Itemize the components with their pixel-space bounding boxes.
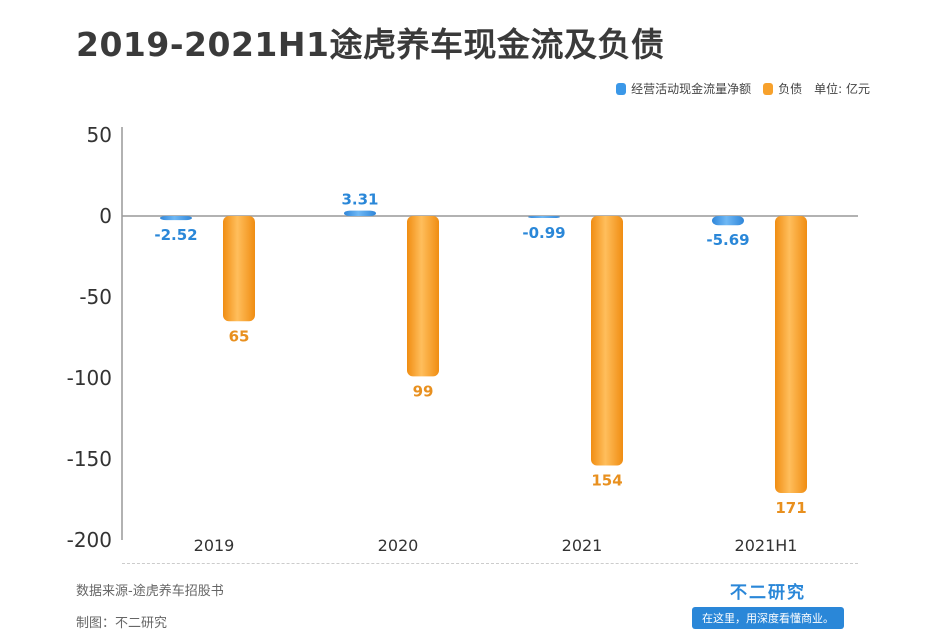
brand-slogan: 在这里，用深度看懂商业。: [692, 607, 844, 629]
legend-label-cash: 经营活动现金流量净额: [631, 82, 752, 96]
y-tick-label: -100: [67, 366, 112, 390]
data-source: 数据来源-途虎养车招股书: [76, 584, 224, 599]
legend-swatch-cash: [616, 82, 627, 95]
y-tick-label: -150: [67, 447, 112, 471]
y-tick-label: 50: [87, 123, 112, 147]
data-label-cash: 3.31: [341, 191, 378, 209]
made-by: 制图：不二研究: [76, 616, 168, 631]
chart-title: 2019-2021H1途虎养车现金流及负债: [76, 25, 665, 64]
data-label-debt: 154: [591, 471, 622, 489]
legend-swatch-debt: [763, 82, 774, 95]
legend-label-debt: 负债: [778, 82, 803, 96]
bar-cash-flow: [160, 216, 192, 221]
bar-debt: [407, 216, 439, 377]
y-tick-label: -50: [79, 285, 112, 309]
data-label-debt: 65: [229, 327, 250, 345]
bar-debt: [223, 216, 255, 322]
bar-cash-flow: [712, 216, 744, 226]
bar-debt: [775, 216, 807, 494]
chart-bars: [160, 210, 807, 494]
x-tick-label: 2020: [378, 536, 419, 555]
chart-labels: 2019 -2.52 65 2020 3.31 99 2021 -0.99 154 2021H1 -…: [154, 191, 806, 555]
x-tick-label: 2021: [562, 536, 603, 555]
data-label-cash: -0.99: [522, 224, 565, 242]
x-tick-label: 2021H1: [735, 536, 798, 555]
legend-unit: 单位: 亿元: [814, 82, 870, 96]
chart-axes: 50 0 -50 -100 -150 -200: [67, 123, 858, 552]
data-label-cash: -5.69: [706, 231, 749, 249]
data-label-debt: 171: [775, 499, 806, 517]
y-tick-label: -200: [67, 528, 112, 552]
legend-item-debt: 负债: [763, 80, 802, 97]
data-label-cash: -2.52: [154, 226, 197, 244]
bar-debt: [591, 216, 623, 466]
brand-name: 不二研究: [730, 583, 806, 603]
data-label-debt: 99: [413, 382, 434, 400]
y-tick-label: 0: [99, 204, 112, 228]
brand-logo: 不二研究 在这里，用深度看懂商业。: [692, 578, 844, 629]
footer-divider: [122, 563, 858, 564]
bar-cash-flow: [528, 216, 560, 218]
x-tick-label: 2019: [194, 536, 235, 555]
bar-cash-flow: [344, 210, 376, 216]
legend-item-cash: 经营活动现金流量净额: [616, 80, 751, 97]
legend: 经营活动现金流量净额 负债 单位: 亿元: [616, 80, 870, 97]
